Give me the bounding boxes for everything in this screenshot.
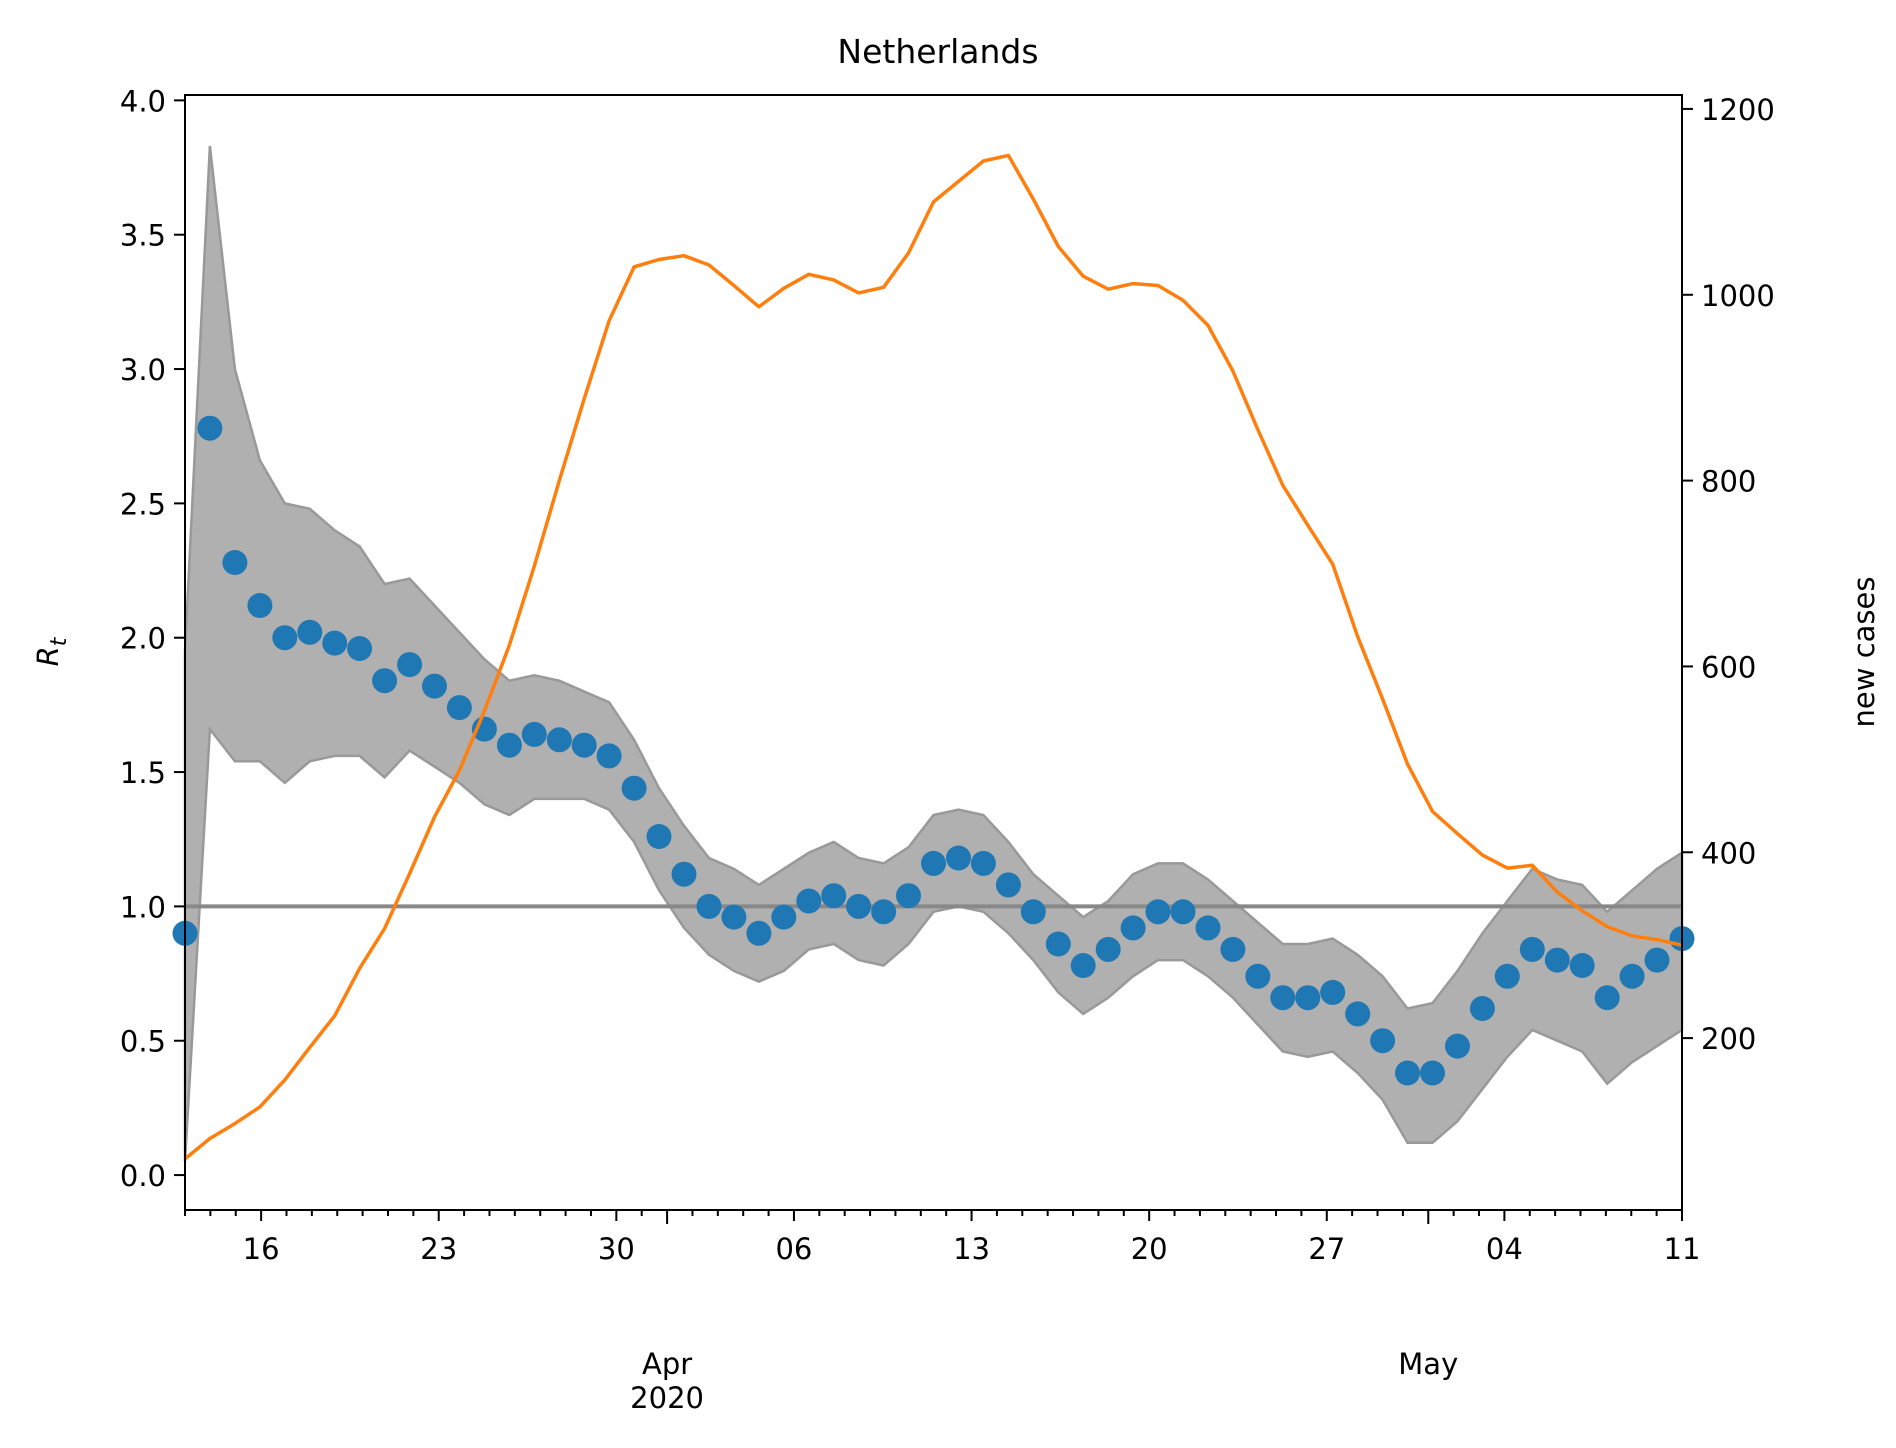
rt-point (970, 850, 996, 876)
left-y-tick-label: 1.0 (120, 890, 166, 924)
rt-point (571, 732, 597, 758)
rt-point (1345, 1001, 1371, 1027)
rt-point (671, 861, 697, 887)
rt-point (347, 636, 373, 661)
right-y-tick-label: 600 (1701, 650, 1756, 684)
rt-point (1494, 963, 1520, 989)
right-y-tick-label: 200 (1701, 1022, 1756, 1056)
rt-point (1544, 947, 1570, 973)
rt-point (946, 845, 971, 871)
x-tick-label: 20 (1131, 1232, 1168, 1266)
left-y-tick-label: 0.0 (120, 1159, 166, 1193)
rt-point (272, 625, 298, 651)
rt-point (1020, 899, 1046, 925)
rt-point (1519, 936, 1545, 962)
rt-point (1644, 947, 1670, 973)
x-year-label: 2020 (630, 1381, 704, 1415)
plot-area (172, 145, 1695, 1162)
right-y-tick-label: 1200 (1701, 93, 1775, 127)
left-y-axis-label: Rt (31, 636, 72, 666)
x-tick-label: 27 (1308, 1232, 1345, 1266)
rt-point (1370, 1028, 1396, 1054)
rt-point (1469, 996, 1495, 1021)
rt-point (1295, 985, 1321, 1011)
rt-point (446, 695, 472, 721)
rt-point (1445, 1033, 1470, 1059)
rt-point (1095, 936, 1121, 962)
new-cases-series-line (183, 153, 1683, 1161)
rt-point (995, 872, 1021, 898)
rt-point (222, 550, 248, 575)
chart-title: Netherlands (837, 32, 1038, 71)
rt-point (1195, 915, 1221, 941)
left-y-tick-label: 2.5 (120, 487, 166, 521)
rt-point (1420, 1060, 1445, 1086)
right-y-axis-label: new cases (1847, 577, 1881, 728)
rt-point (871, 899, 897, 925)
left-y-tick-label: 3.5 (120, 219, 166, 253)
x-tick-label: 23 (420, 1232, 457, 1266)
rt-point (1320, 979, 1346, 1005)
rt-point (496, 732, 522, 758)
rt-point (322, 630, 348, 656)
rt-point (521, 721, 547, 747)
rt-point (1594, 985, 1620, 1011)
rt-point (921, 850, 946, 876)
rt-point (1270, 985, 1296, 1011)
rt-point (646, 824, 672, 849)
rt-point (696, 893, 722, 919)
right-y-tick-label: 800 (1701, 465, 1756, 499)
x-month-label: Apr (642, 1347, 692, 1381)
rt-point (1070, 953, 1096, 978)
x-tick-label: 06 (775, 1232, 812, 1266)
rt-point (297, 619, 323, 645)
rt-point (197, 415, 223, 441)
rt-point (1395, 1060, 1420, 1086)
left-y-tick-label: 0.5 (120, 1025, 166, 1059)
right-y-axis: 200 400 600 800 1000 1200 (1682, 93, 1775, 1056)
left-y-tick-label: 1.5 (120, 756, 166, 790)
x-tick-label: 13 (953, 1232, 990, 1266)
rt-point (247, 593, 273, 618)
right-y-tick-label: 1000 (1701, 279, 1775, 313)
x-tick-label: 11 (1664, 1232, 1701, 1266)
rt-point (1120, 915, 1146, 941)
rt-point (546, 727, 572, 753)
rt-point (422, 673, 447, 699)
rt-point (771, 904, 797, 930)
rt-point (746, 920, 772, 946)
right-y-tick-label: 400 (1701, 836, 1756, 870)
rt-point (821, 883, 847, 909)
rt-point (721, 904, 747, 930)
x-tick-label: 16 (243, 1232, 280, 1266)
rt-point (372, 668, 398, 694)
rt-point (896, 883, 921, 909)
rt-series (172, 415, 1695, 1086)
x-tick-label: 30 (598, 1232, 635, 1266)
left-y-axis: 0.0 0.5 1.0 1.5 2.0 2.5 3.0 3.5 4.0 (120, 84, 185, 1193)
rt-point (846, 893, 872, 919)
rt-point (1619, 963, 1645, 989)
rt-point (1145, 899, 1171, 925)
rt-point (1245, 963, 1271, 989)
left-y-tick-label: 3.0 (120, 353, 166, 387)
rt-point (1170, 899, 1196, 925)
rt-point (1220, 936, 1246, 962)
rt-point (1045, 931, 1071, 957)
x-tick-label: 04 (1486, 1232, 1523, 1266)
rt-point (397, 652, 423, 678)
left-y-tick-label: 4.0 (120, 84, 166, 118)
rt-point (621, 775, 647, 801)
rt-point (596, 743, 622, 769)
rt-point (1569, 953, 1595, 978)
plot-frame (184, 94, 1683, 1211)
rt-point (796, 888, 822, 914)
x-month-label: May (1398, 1347, 1458, 1381)
left-y-tick-label: 2.0 (120, 622, 166, 656)
